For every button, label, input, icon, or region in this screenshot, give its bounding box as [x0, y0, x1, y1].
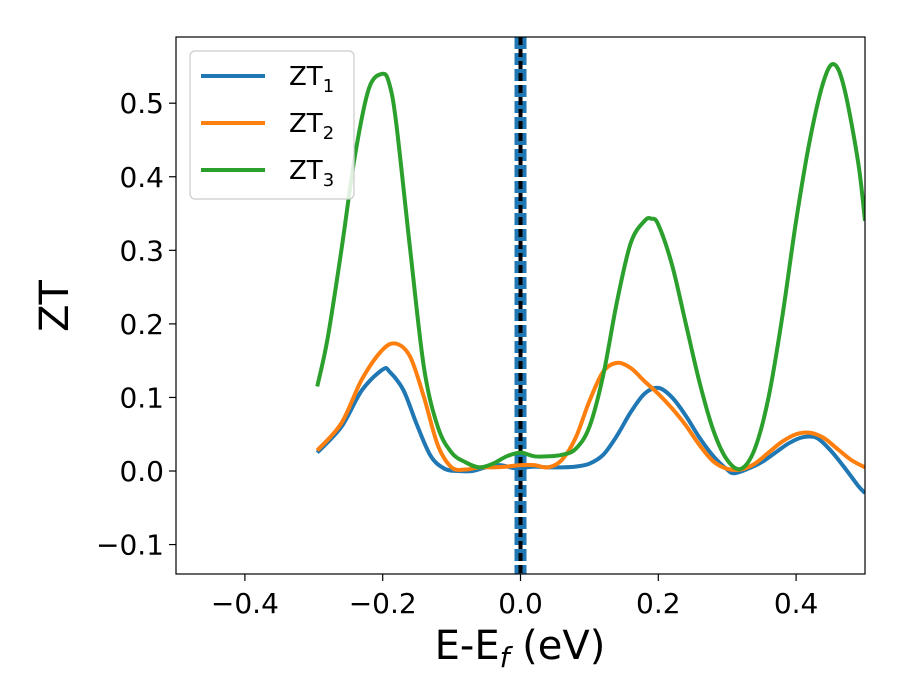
legend-label-zt2: ZT2 [289, 109, 334, 144]
legend-label-zt1-sub: 1 [323, 76, 334, 97]
x-tick-label: 0.2 [636, 587, 681, 620]
legend-box [189, 50, 355, 200]
legend-label-zt3: ZT3 [289, 156, 334, 191]
x-axis-title-main: E-E [435, 623, 500, 669]
legend-label-zt1: ZT1 [289, 62, 334, 97]
legend-label-zt3-sub: 3 [323, 170, 334, 191]
y-tick-label: 0.4 [119, 161, 164, 194]
y-tick-label: 0.1 [119, 381, 164, 414]
x-tick-label: 0.4 [774, 587, 819, 620]
x-tick-label: −0.4 [211, 587, 279, 620]
legend-entry-zt3: ZT3 [201, 156, 334, 191]
y-tick-label: 0.5 [119, 87, 164, 120]
y-tick-label: −0.1 [96, 529, 164, 562]
y-tick-label: 0.2 [119, 308, 164, 341]
series-line-zt3 [315, 62, 865, 472]
x-tick-label: 0.0 [498, 587, 543, 620]
legend-label-zt2-sub: 2 [323, 123, 334, 144]
legend-entry-zt1: ZT1 [201, 62, 334, 97]
x-axis-title: E-Ef (eV) [435, 623, 606, 674]
legend-label-zt3-main: ZT [289, 156, 323, 186]
y-axis: −0.1 0.0 0.1 0.2 0.3 0.4 0.5 [96, 87, 176, 562]
y-axis-title: ZT [32, 280, 78, 332]
legend-entry-zt2: ZT2 [201, 109, 334, 144]
x-tick-label: −0.2 [349, 587, 417, 620]
legend-label-zt2-main: ZT [289, 109, 323, 139]
x-axis: −0.4 −0.2 0.0 0.2 0.4 [211, 574, 818, 620]
series-layer [315, 62, 865, 495]
legend-label-zt1-main: ZT [289, 62, 323, 92]
series-line-zt1 [315, 365, 865, 495]
legend: ZT1 ZT2 ZT3 [189, 50, 355, 200]
y-tick-label: 0.0 [119, 455, 164, 488]
y-tick-label: 0.3 [119, 234, 164, 267]
x-axis-title-unit: (eV) [509, 623, 605, 669]
